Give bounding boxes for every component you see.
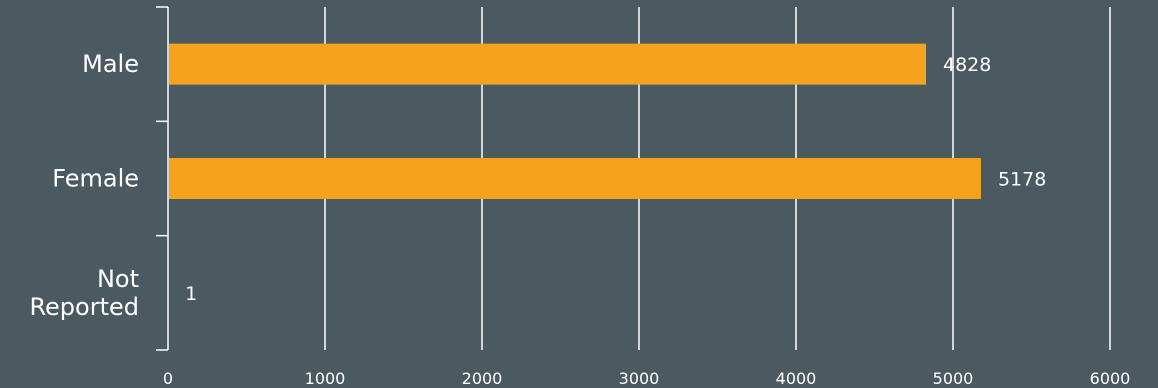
x-tick-labels: 0 1000 2000 3000 4000 5000 6000 [163,369,1130,388]
x-tick-label-0: 0 [163,369,173,388]
value-labels: 4828 5178 1 [185,54,1046,305]
bars [169,43,981,199]
category-label-line: Not [97,265,139,293]
bar-male [169,43,926,85]
y-axis [156,6,169,351]
value-label-not-reported: 1 [185,283,197,305]
category-label-female: Female [52,165,139,193]
category-label-line: Female [52,165,139,193]
value-label-female: 5178 [998,169,1046,191]
bar-female [169,158,981,199]
category-labels: Male Female Not Reported [29,50,139,321]
category-label-male: Male [82,50,139,78]
value-label-male: 4828 [943,54,991,76]
category-label-not-reported: Not Reported [29,265,139,321]
x-tick-label-5000: 5000 [933,369,974,388]
x-tick-label-6000: 6000 [1090,369,1131,388]
x-tick-label-2000: 2000 [462,369,503,388]
x-tick-label-1000: 1000 [305,369,346,388]
x-tick-label-4000: 4000 [776,369,817,388]
category-label-line: Male [82,50,139,78]
category-label-line: Reported [29,293,139,321]
x-tick-label-3000: 3000 [619,369,660,388]
